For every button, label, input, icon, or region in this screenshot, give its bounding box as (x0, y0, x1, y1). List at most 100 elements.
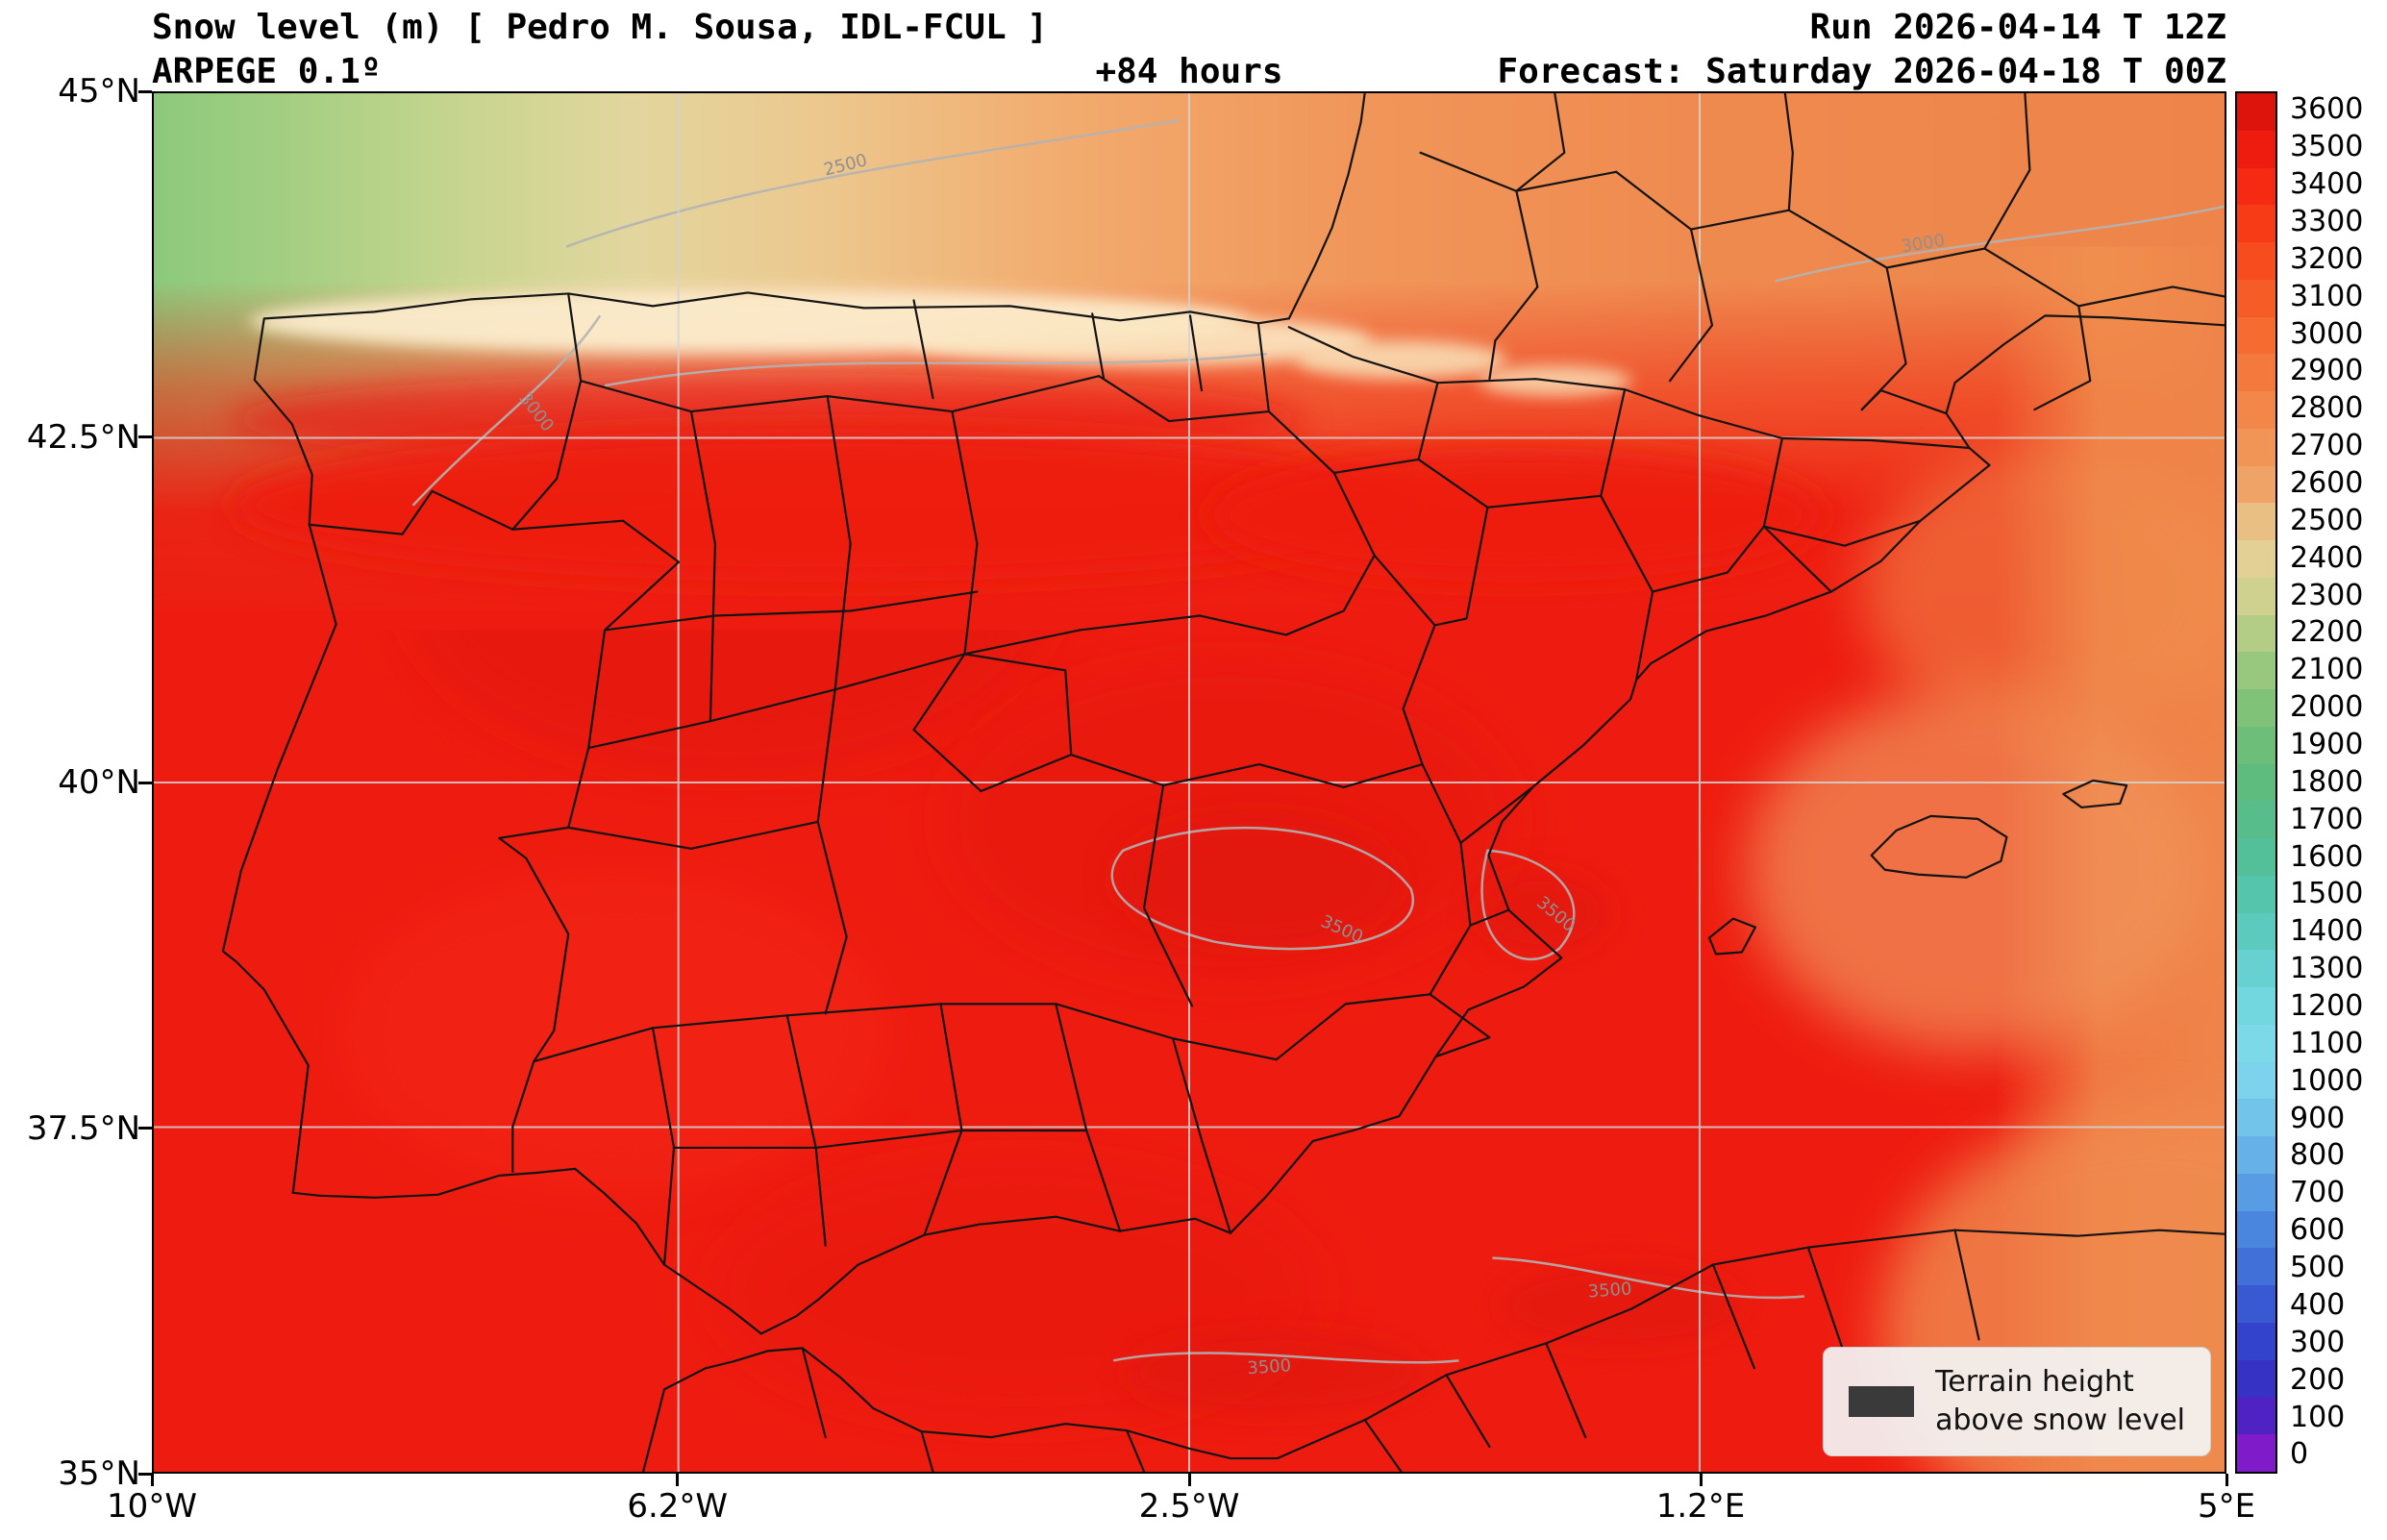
colorbar-tick-label: 800 (2290, 1138, 2346, 1173)
colorbar-segment (2237, 205, 2275, 242)
colorbar-tick-label: 1200 (2290, 989, 2364, 1024)
colorbar-tick-label: 2200 (2290, 615, 2364, 650)
x-tick-label: 2.5°W (1138, 1487, 1240, 1526)
coastlines-and-borders (221, 93, 2225, 1472)
x-tick-mark (2225, 1474, 2228, 1486)
colorbar-segment (2237, 1397, 2275, 1434)
colorbar-tick-label: 500 (2290, 1251, 2346, 1285)
africa-coast (641, 1229, 2225, 1472)
forecast-label: Forecast: Saturday 2026-04-18 T 00Z (1497, 52, 2226, 91)
colorbar-segment (2237, 130, 2275, 168)
colorbar-tick-label: 3600 (2290, 92, 2364, 127)
menorca-island (2062, 779, 2128, 809)
colorbar-segment (2237, 1434, 2275, 1472)
france-department-borders (1419, 93, 2225, 415)
colorbar-segment (2237, 614, 2275, 653)
colorbar-tick-label: 3100 (2290, 279, 2364, 313)
contour-label: 3500 (1247, 1355, 1292, 1379)
france-med-coast (1945, 314, 2225, 467)
colorbar-tick-label: 2500 (2290, 503, 2364, 537)
colorbar-tick-label: 1000 (2290, 1063, 2364, 1098)
colorbar-segment (2237, 875, 2275, 913)
colorbar-segment (2237, 1061, 2275, 1100)
run-label: Run 2026-04-14 T 12Z (1809, 8, 2226, 47)
y-tick-label: 42.5°N (26, 417, 140, 457)
colorbar-tick-label: 3500 (2290, 130, 2364, 164)
colorbar-segment (2237, 1285, 2275, 1323)
colorbar-tick-label: 1700 (2290, 802, 2364, 836)
colorbar-tick-label: 600 (2290, 1213, 2346, 1248)
colorbar-tick-label: 200 (2290, 1362, 2346, 1397)
colorbar-segment (2237, 503, 2275, 540)
colorbar-segment (2237, 242, 2275, 280)
colorbar-segment (2237, 354, 2275, 391)
x-tick-label: 1.2°E (1655, 1487, 1746, 1526)
colorbar-segment (2237, 1173, 2275, 1211)
colorbar-tick-label: 1600 (2290, 839, 2364, 874)
legend-line1: Terrain height (1935, 1365, 2134, 1399)
x-tick-mark (1187, 1474, 1191, 1486)
colorbar-tick-label: 2000 (2290, 690, 2364, 725)
legend-line2: above snow level (1935, 1403, 2185, 1437)
y-tick-label: 37.5°N (26, 1108, 140, 1148)
colorbar-tick-label: 2700 (2290, 429, 2364, 463)
colorbar-segment (2237, 838, 2275, 876)
colorbar-segment (2237, 577, 2275, 615)
colorbar-segment (2237, 540, 2275, 578)
colorbar-segment (2237, 316, 2275, 355)
colorbar-tick-label: 0 (2290, 1437, 2309, 1472)
colorbar-tick-label: 1300 (2290, 952, 2364, 986)
colorbar-tick-label: 2800 (2290, 391, 2364, 426)
colorbar-segment (2237, 912, 2275, 951)
x-tick-mark (150, 1474, 154, 1486)
y-tick-label: 45°N (58, 72, 140, 111)
colorbar-tick-label: 1100 (2290, 1026, 2364, 1060)
y-tick-mark (138, 1127, 152, 1130)
colorbar-labels: 3600 3500 3400 3300 3200 3100 3000 2900 2800 2700… (2290, 91, 2386, 1474)
y-tick-mark (138, 1472, 152, 1476)
colorbar-segment (2237, 279, 2275, 317)
colorbar-tick-label: 3300 (2290, 205, 2364, 238)
colorbar-segment (2237, 950, 2275, 987)
colorbar-tick-label: 300 (2290, 1325, 2346, 1359)
colorbar-tick-label: 3400 (2290, 167, 2364, 202)
colorbar-tick-label: 2400 (2290, 540, 2364, 575)
colorbar-tick-label: 100 (2290, 1400, 2346, 1434)
colorbar-segment (2237, 1248, 2275, 1285)
terrain-swatch (1849, 1386, 1915, 1417)
colorbar-tick-label: 2600 (2290, 466, 2364, 501)
colorbar-tick-label: 2100 (2290, 653, 2364, 687)
portugal-spain-border (308, 489, 681, 1173)
colorbar-segment (2237, 1359, 2275, 1398)
colorbar-tick-label: 2900 (2290, 354, 2364, 388)
colorbar-segment (2237, 1322, 2275, 1360)
colorbar-segment (2237, 167, 2275, 206)
y-tick-mark (138, 435, 152, 438)
colorbar-tick-label: 1500 (2290, 877, 2364, 911)
gridlines (154, 93, 2225, 1472)
x-tick-mark (676, 1474, 680, 1486)
figure-title: Snow level (m) [ Pedro M. Sousa, IDL-FCU… (152, 8, 1048, 47)
colorbar-tick-label: 1800 (2290, 764, 2364, 799)
lead-time-label: +84 hours (1095, 52, 1283, 91)
colorbar-segment (2237, 465, 2275, 504)
y-tick-mark (138, 89, 152, 93)
x-tick-label: 10°W (107, 1487, 197, 1526)
colorbar-segment (2237, 1136, 2275, 1174)
colorbar-segment (2237, 428, 2275, 466)
legend: Terrain height above snow level (1823, 1347, 2211, 1456)
x-tick-mark (1699, 1474, 1703, 1486)
y-tick-label: 35°N (58, 1454, 140, 1493)
ibiza-island (1707, 917, 1757, 956)
colorbar-segment (2237, 763, 2275, 802)
colorbar-segment (2237, 987, 2275, 1025)
contour-lines (411, 118, 2225, 1364)
colorbar-segment (2237, 1210, 2275, 1249)
legend-text: Terrain height above snow level (1935, 1363, 2185, 1440)
y-tick-mark (138, 781, 152, 784)
colorbar (2235, 91, 2277, 1474)
france-atlantic-coast (1287, 93, 1366, 320)
colorbar-tick-label: 1400 (2290, 914, 2364, 949)
x-tick-label: 6.2°W (627, 1487, 729, 1526)
colorbar-segment (2237, 1024, 2275, 1062)
